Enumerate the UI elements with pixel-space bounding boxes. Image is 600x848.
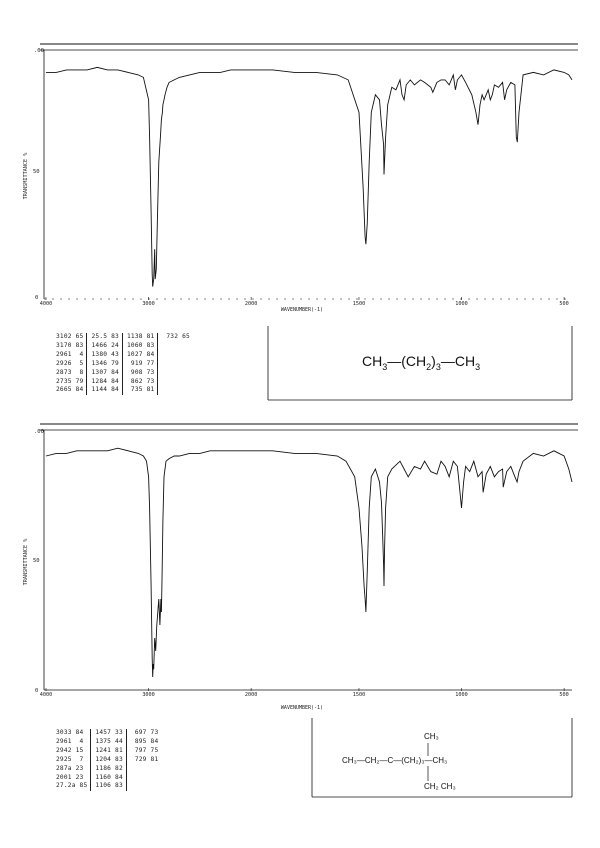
formula-subscript: 3 [382, 361, 388, 372]
peak-column-1: 3102 65 3170 83 2961 4 2926 5 2873 8 273… [52, 333, 88, 396]
peak-entry: 287a 23 [56, 764, 84, 772]
spectrum-1-ytick-top: .00 [34, 48, 44, 54]
peak-entry: 732 65 [162, 333, 190, 340]
peak-entry: 25.5 83 [91, 333, 119, 340]
peak-column-4: 732 65 [158, 333, 192, 395]
peak-entry: 2926 5 [56, 359, 84, 367]
formula-subscript: 3 [475, 361, 481, 372]
spectrum-2-ytick-mid: 50 [33, 558, 40, 564]
peak-entry: 1241 81 [95, 746, 123, 754]
peak-entry: 908 73 [126, 368, 155, 376]
x-tick-label: 2000 [245, 301, 258, 307]
peak-entry: 1380 43 [91, 350, 119, 358]
peak-entry: 1375 44 [95, 737, 123, 745]
peak-column-1: 3033 84 2961 4 2942 15 2925 7 287a 23 20… [52, 729, 92, 792]
peak-entry: 1204 83 [95, 755, 123, 763]
peak-entry: 1138 81 [126, 333, 155, 340]
peak-entry: 2942 15 [56, 746, 84, 754]
x-tick-label: 1000 [455, 692, 468, 698]
peak-column-2: 25.5 83 1466 24 1380 43 1346 79 1307 84 … [87, 333, 123, 396]
formula-text: ) [431, 353, 436, 369]
peak-entry: 862 73 [126, 377, 155, 385]
x-tick-label: 3000 [142, 692, 155, 698]
peak-entry: 2961 4 [56, 737, 84, 745]
peak-entry: 1106 83 [95, 782, 123, 790]
formula-text: —(CH [387, 353, 427, 369]
x-tick-label: 1500 [353, 301, 366, 307]
peak-entry: 735 81 [126, 386, 155, 394]
peak-entry: 1346 79 [91, 359, 119, 367]
x-tick-label: 3000 [142, 301, 155, 307]
spectrum-1-xlabel: WAVENUMBER(-1) [281, 307, 323, 313]
peak-entry: 797 75 [130, 746, 159, 754]
peak-entry: 1284 84 [91, 377, 119, 385]
spectrum-2-structure-formula-main: CH₃—CH₂—C—(CH₂)₃—CH₃ [342, 756, 448, 765]
peak-entry: 2001 23 [56, 773, 84, 781]
peak-entry: 697 73 [130, 729, 159, 736]
peak-entry: 3033 84 [56, 729, 84, 736]
x-tick-label: 1500 [353, 692, 366, 698]
x-tick-label: 4000 [40, 301, 53, 307]
peak-entry: 1027 84 [126, 350, 155, 358]
x-tick-label: 500 [559, 692, 568, 698]
peak-entry: 895 84 [130, 737, 159, 745]
spectrum-1-peak-table: 3102 65 3170 83 2961 4 2926 5 2873 8 273… [52, 333, 193, 396]
x-tick-label: 500 [559, 301, 568, 307]
peak-column-3: 697 73 895 84 797 75 729 81 [127, 729, 161, 791]
spectrum-2-structure-formula-bottom: CH₂ CH₃ [424, 782, 456, 791]
spectrum-2-trace [45, 447, 573, 678]
spectrum-1-ytick-mid: 50 [33, 169, 40, 175]
peak-entry: 3170 83 [56, 341, 84, 349]
peak-entry: 3102 65 [56, 333, 84, 340]
formula-subscript: 2 [426, 361, 432, 372]
peak-entry: 2665 84 [56, 386, 84, 394]
peak-entry: 1160 84 [95, 773, 123, 781]
peak-column-2: 1457 33 1375 44 1241 81 1204 83 1186 82 … [91, 729, 127, 792]
spectrum-1-ytick-bottom: 0 [35, 295, 38, 301]
peak-entry: 1466 24 [91, 341, 119, 349]
peak-entry: 1307 84 [91, 368, 119, 376]
x-tick-label: 4000 [40, 692, 53, 698]
peak-entry: 2873 8 [56, 368, 84, 376]
spectrum-1-structure-formula: CH3—(CH2)3—CH3 [362, 353, 480, 372]
spectrum-2-structure-formula-top: CH₃ [424, 732, 439, 741]
peak-entry: 1186 82 [95, 764, 123, 772]
spectrum-2-ytick-top: .00 [34, 429, 44, 435]
formula-subscript: 3 [435, 361, 441, 372]
peak-entry: 2735 79 [56, 377, 84, 385]
peak-entry: 729 81 [130, 755, 159, 763]
x-tick-label: 2000 [245, 692, 258, 698]
peak-entry: 919 77 [126, 359, 155, 367]
peak-entry: 27.2a 85 [56, 782, 88, 790]
spectrum-1-x-ticks: 4000 3000 2000 1500 1000 500 [40, 297, 569, 307]
spectrum-2-ylabel: TRANSMITTANCE % [23, 538, 29, 586]
spectrum-2-xlabel: WAVENUMBER(-1) [281, 705, 323, 711]
spectrum-2-ytick-bottom: 0 [35, 688, 38, 694]
peak-entry: 1144 84 [91, 386, 119, 394]
x-tick-label: 1000 [455, 301, 468, 307]
formula-text: —CH [440, 353, 476, 369]
spectrum-1-ylabel: TRANSMITTANCE % [23, 152, 29, 200]
peak-entry: 1060 83 [126, 341, 155, 349]
spectrum-2-chart: TRANSMITTANCE % .00 50 0 WAVENUMBER(-1) … [23, 423, 578, 711]
spectrum-2-x-ticks: 4000 3000 2000 1500 1000 500 [40, 688, 569, 698]
peak-entry: 2925 7 [56, 755, 84, 763]
peak-column-3: 1138 81 1060 83 1027 84 919 77 908 73 86… [123, 333, 159, 396]
spectrum-1-trace [46, 66, 573, 287]
formula-text: CH [362, 353, 383, 369]
spectrum-2-peak-table: 3033 84 2961 4 2942 15 2925 7 287a 23 20… [52, 729, 161, 792]
spectrum-1-chart: TRANSMITTANCE % .00 50 0 WAVENUMBER(-1) … [23, 43, 578, 313]
peak-entry: 2961 4 [56, 350, 84, 358]
peak-entry: 1457 33 [95, 729, 123, 736]
